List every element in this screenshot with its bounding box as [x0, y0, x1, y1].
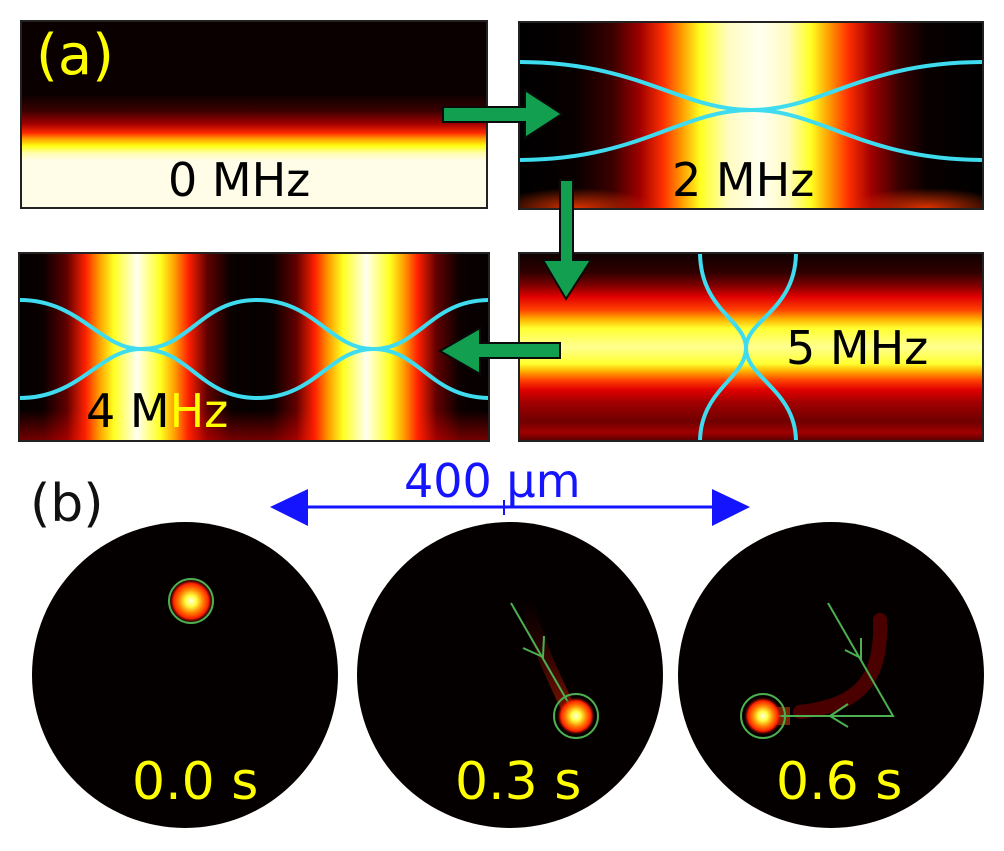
panel-b-label: (b) — [30, 474, 104, 534]
frame-time-0: 0.0 s — [132, 752, 259, 812]
freq-label-4mhz: 4 MHz — [86, 388, 228, 434]
frame-disc-0 — [32, 522, 338, 828]
frame-disc-1 — [357, 522, 663, 828]
freq-label-4mhz-part2: Hz — [169, 384, 229, 438]
freq-label-5mhz: 5 MHz — [786, 321, 929, 375]
map-0mhz — [20, 20, 488, 209]
panel-a-label: (a) — [36, 23, 115, 88]
freq-label-0mhz: 0 MHz — [168, 153, 311, 207]
scale-bar-label: 400 µm — [404, 454, 581, 508]
freq-label-2mhz: 2 MHz — [672, 153, 815, 207]
frame-time-1: 0.3 s — [455, 752, 582, 812]
freq-label-4mhz-part1: 4 M — [86, 384, 170, 438]
frame-time-2: 0.6 s — [776, 752, 903, 812]
